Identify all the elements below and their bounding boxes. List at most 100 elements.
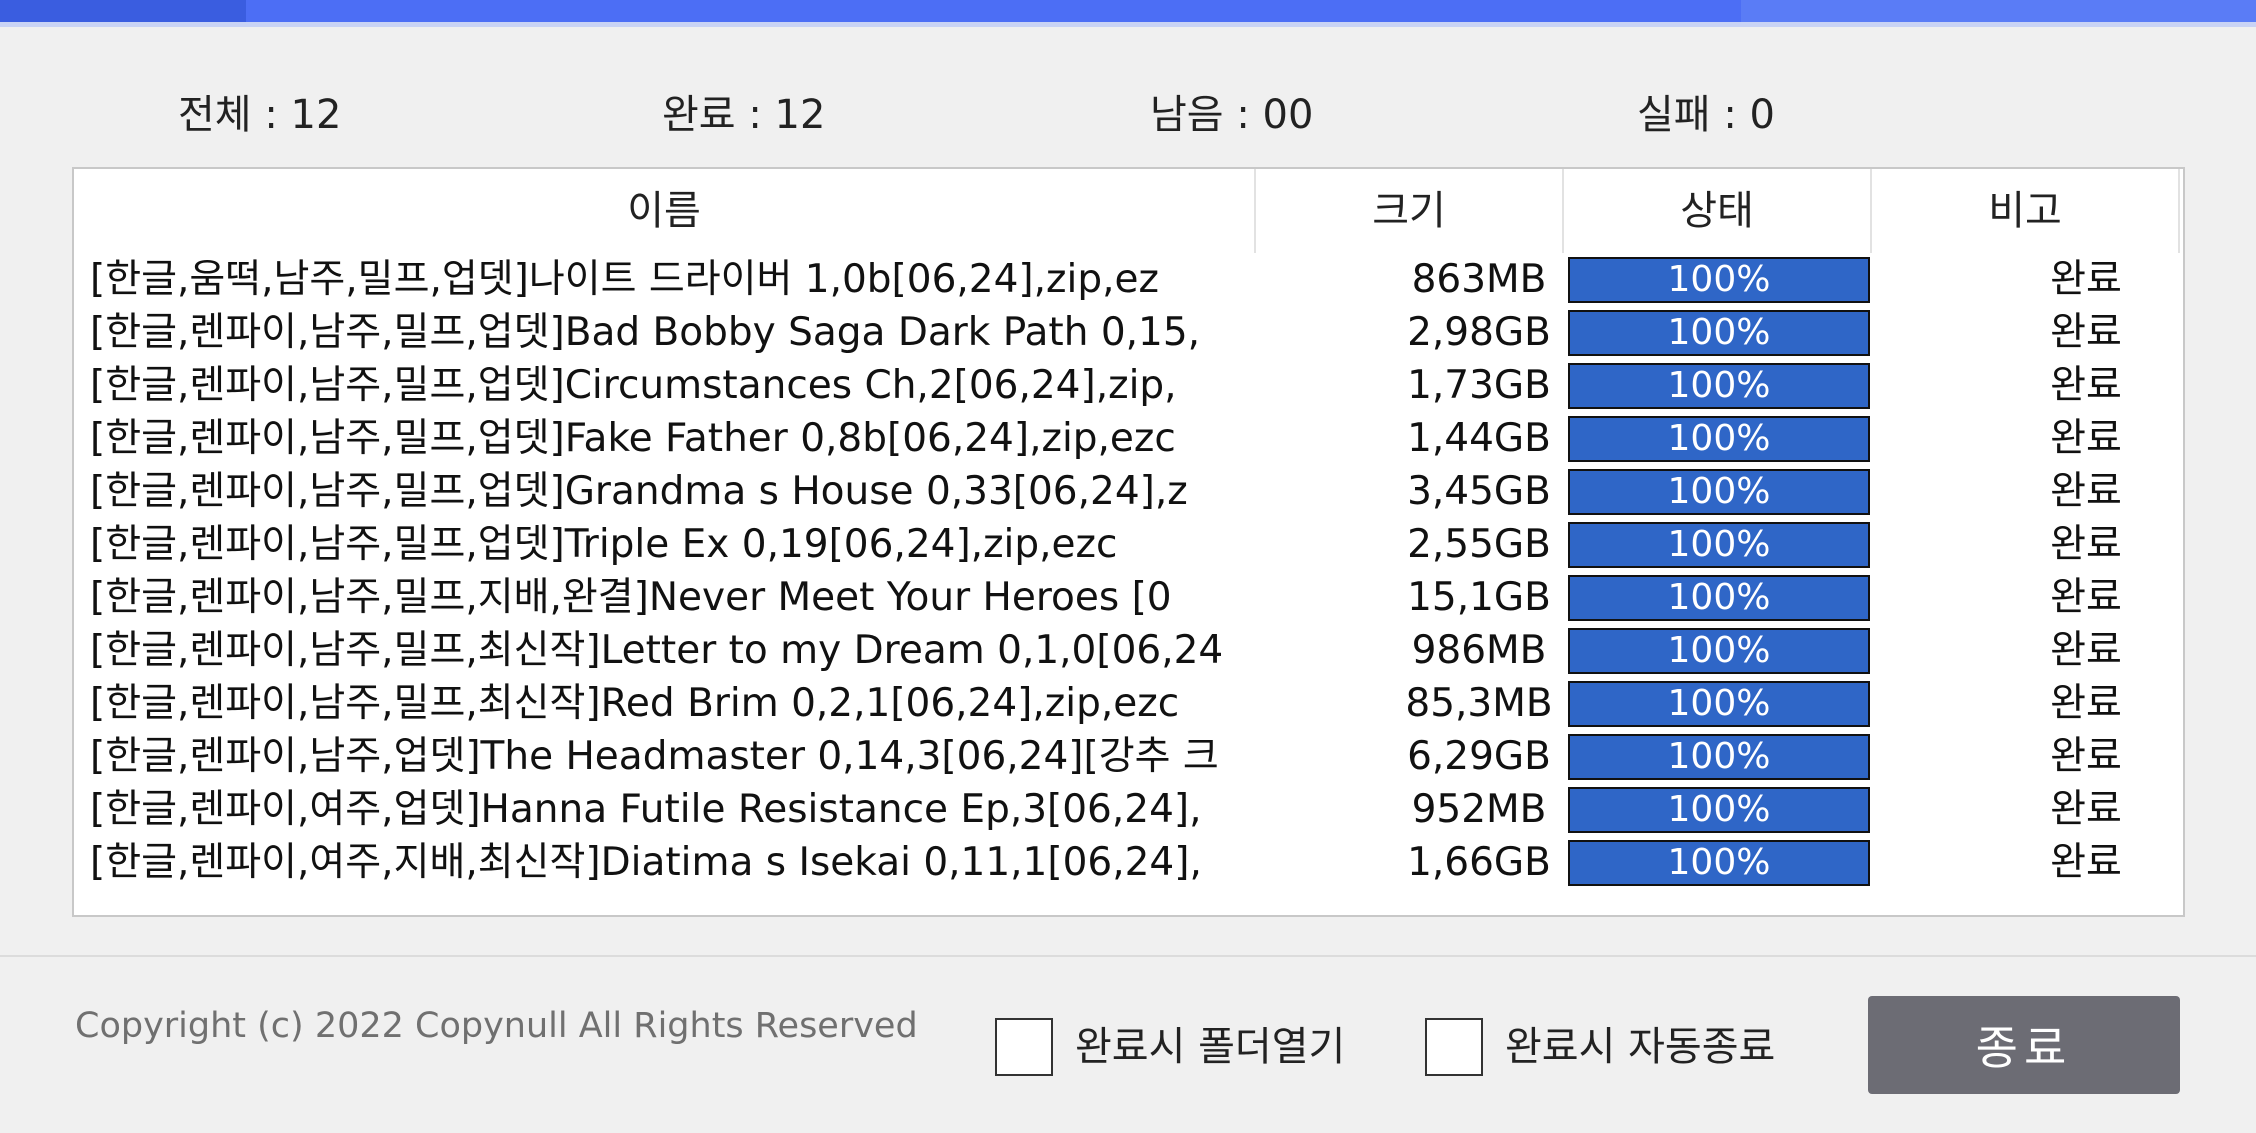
file-size: 863MB [1411, 257, 1547, 302]
file-size: 85,3MB [1405, 681, 1553, 726]
download-list[interactable]: 이름 크기 상태 비고 [한글,움떡,남주,밀프,업뎃]나이트 드라이버 1,0… [72, 167, 2185, 917]
progress-bar: 100% [1568, 681, 1870, 727]
open-folder-checkbox[interactable] [995, 1018, 1053, 1076]
list-item[interactable]: [한글,렌파이,남주,밀프,최신작]Red Brim 0,2,1[06,24],… [74, 677, 2183, 730]
file-size: 3,45GB [1407, 469, 1551, 514]
list-item[interactable]: [한글,렌파이,남주,밀프,최신작]Letter to my Dream 0,1… [74, 624, 2183, 677]
progress-label: 100% [1667, 471, 1771, 512]
title-bar-edge [0, 22, 2256, 27]
file-size: 2,55GB [1407, 522, 1551, 567]
stat-done: 완료 : 12 [662, 92, 826, 138]
progress-fill [1570, 683, 1868, 725]
file-name: [한글,렌파이,남주,밀프,최신작]Letter to my Dream 0,1… [90, 628, 1224, 673]
status-note: 완료 [2050, 575, 2122, 620]
progress-bar: 100% [1568, 628, 1870, 674]
file-name: [한글,렌파이,남주,밀프,지배,완결]Never Meet Your Hero… [90, 575, 1172, 620]
list-item[interactable]: [한글,렌파이,여주,지배,최신작]Diatima s Isekai 0,11,… [74, 836, 2183, 889]
file-size: 1,66GB [1407, 840, 1551, 885]
list-item[interactable]: [한글,렌파이,남주,밀프,업뎃]Circumstances Ch,2[06,2… [74, 359, 2183, 412]
progress-bar: 100% [1568, 469, 1870, 515]
status-note: 완료 [2050, 257, 2122, 302]
progress-fill [1570, 471, 1868, 513]
auto-exit-checkbox[interactable] [1425, 1018, 1483, 1076]
column-divider[interactable] [2178, 169, 2180, 253]
status-note: 완료 [2050, 681, 2122, 726]
progress-fill [1570, 312, 1868, 354]
column-divider[interactable] [1562, 169, 1564, 253]
progress-fill [1570, 736, 1868, 778]
close-button[interactable]: 종료 [1868, 996, 2180, 1094]
progress-bar: 100% [1568, 416, 1870, 462]
list-item[interactable]: [한글,렌파이,남주,밀프,업뎃]Grandma s House 0,33[06… [74, 465, 2183, 518]
status-note: 완료 [2050, 416, 2122, 461]
file-name: [한글,렌파이,남주,밀프,업뎃]Bad Bobby Saga Dark Pat… [90, 310, 1201, 355]
list-item[interactable]: [한글,렌파이,남주,업뎃]The Headmaster 0,14,3[06,2… [74, 730, 2183, 783]
file-name: [한글,렌파이,남주,밀프,최신작]Red Brim 0,2,1[06,24],… [90, 681, 1180, 726]
column-header-status[interactable]: 상태 [1680, 188, 1754, 234]
progress-bar: 100% [1568, 787, 1870, 833]
copyright-text: Copyright (c) 2022 Copynull All Rights R… [75, 1006, 918, 1046]
column-header-size[interactable]: 크기 [1372, 188, 1446, 234]
status-note: 완료 [2050, 734, 2122, 779]
file-size: 1,44GB [1407, 416, 1551, 461]
progress-label: 100% [1667, 789, 1771, 830]
column-header-name[interactable]: 이름 [627, 188, 701, 234]
progress-bar: 100% [1568, 363, 1870, 409]
title-bar-segment [0, 0, 246, 22]
progress-bar: 100% [1568, 575, 1870, 621]
list-item[interactable]: [한글,움떡,남주,밀프,업뎃]나이트 드라이버 1,0b[06,24],zip… [74, 253, 2183, 306]
progress-fill [1570, 524, 1868, 566]
stat-remaining: 남음 : 00 [1150, 92, 1314, 138]
progress-bar: 100% [1568, 734, 1870, 780]
progress-label: 100% [1667, 524, 1771, 565]
progress-bar: 100% [1568, 840, 1870, 886]
progress-label: 100% [1667, 842, 1771, 883]
file-name: [한글,렌파이,남주,밀프,업뎃]Grandma s House 0,33[06… [90, 469, 1188, 514]
column-divider[interactable] [1870, 169, 1872, 253]
file-size: 952MB [1411, 787, 1547, 832]
auto-exit-label[interactable]: 완료시 자동종료 [1505, 1024, 1776, 1070]
progress-label: 100% [1667, 736, 1771, 777]
file-size: 986MB [1411, 628, 1547, 673]
footer-divider [0, 955, 2256, 957]
progress-fill [1570, 577, 1868, 619]
status-note: 완료 [2050, 840, 2122, 885]
column-header-note[interactable]: 비고 [1988, 188, 2062, 234]
file-name: [한글,렌파이,남주,밀프,업뎃]Circumstances Ch,2[06,2… [90, 363, 1177, 408]
progress-label: 100% [1667, 630, 1771, 671]
stat-total: 전체 : 12 [178, 92, 342, 138]
open-folder-label[interactable]: 완료시 폴더열기 [1075, 1024, 1346, 1070]
progress-label: 100% [1667, 365, 1771, 406]
progress-bar: 100% [1568, 522, 1870, 568]
file-size: 6,29GB [1407, 734, 1551, 779]
progress-label: 100% [1667, 577, 1771, 618]
status-note: 완료 [2050, 787, 2122, 832]
title-bar [0, 0, 2256, 22]
progress-fill [1570, 630, 1868, 672]
list-item[interactable]: [한글,렌파이,남주,밀프,업뎃]Fake Father 0,8b[06,24]… [74, 412, 2183, 465]
progress-fill [1570, 418, 1868, 460]
title-bar-segment [1741, 0, 2256, 22]
list-item[interactable]: [한글,렌파이,여주,업뎃]Hanna Futile Resistance Ep… [74, 783, 2183, 836]
progress-fill [1570, 789, 1868, 831]
list-item[interactable]: [한글,렌파이,남주,밀프,업뎃]Bad Bobby Saga Dark Pat… [74, 306, 2183, 359]
progress-label: 100% [1667, 259, 1771, 300]
file-name: [한글,렌파이,남주,업뎃]The Headmaster 0,14,3[06,2… [90, 734, 1219, 779]
status-note: 완료 [2050, 628, 2122, 673]
list-item[interactable]: [한글,렌파이,남주,밀프,지배,완결]Never Meet Your Hero… [74, 571, 2183, 624]
stat-failed: 실패 : 0 [1637, 92, 1775, 138]
progress-label: 100% [1667, 418, 1771, 459]
progress-fill [1570, 365, 1868, 407]
file-size: 15,1GB [1407, 575, 1551, 620]
progress-bar: 100% [1568, 257, 1870, 303]
file-name: [한글,렌파이,여주,업뎃]Hanna Futile Resistance Ep… [90, 787, 1202, 832]
list-item[interactable]: [한글,렌파이,남주,밀프,업뎃]Triple Ex 0,19[06,24],z… [74, 518, 2183, 571]
file-name: [한글,렌파이,남주,밀프,업뎃]Fake Father 0,8b[06,24]… [90, 416, 1176, 461]
progress-label: 100% [1667, 683, 1771, 724]
column-divider[interactable] [1254, 169, 1256, 253]
progress-bar: 100% [1568, 310, 1870, 356]
file-size: 2,98GB [1407, 310, 1551, 355]
file-name: [한글,움떡,남주,밀프,업뎃]나이트 드라이버 1,0b[06,24],zip… [90, 257, 1159, 302]
progress-label: 100% [1667, 312, 1771, 353]
file-name: [한글,렌파이,남주,밀프,업뎃]Triple Ex 0,19[06,24],z… [90, 522, 1118, 567]
